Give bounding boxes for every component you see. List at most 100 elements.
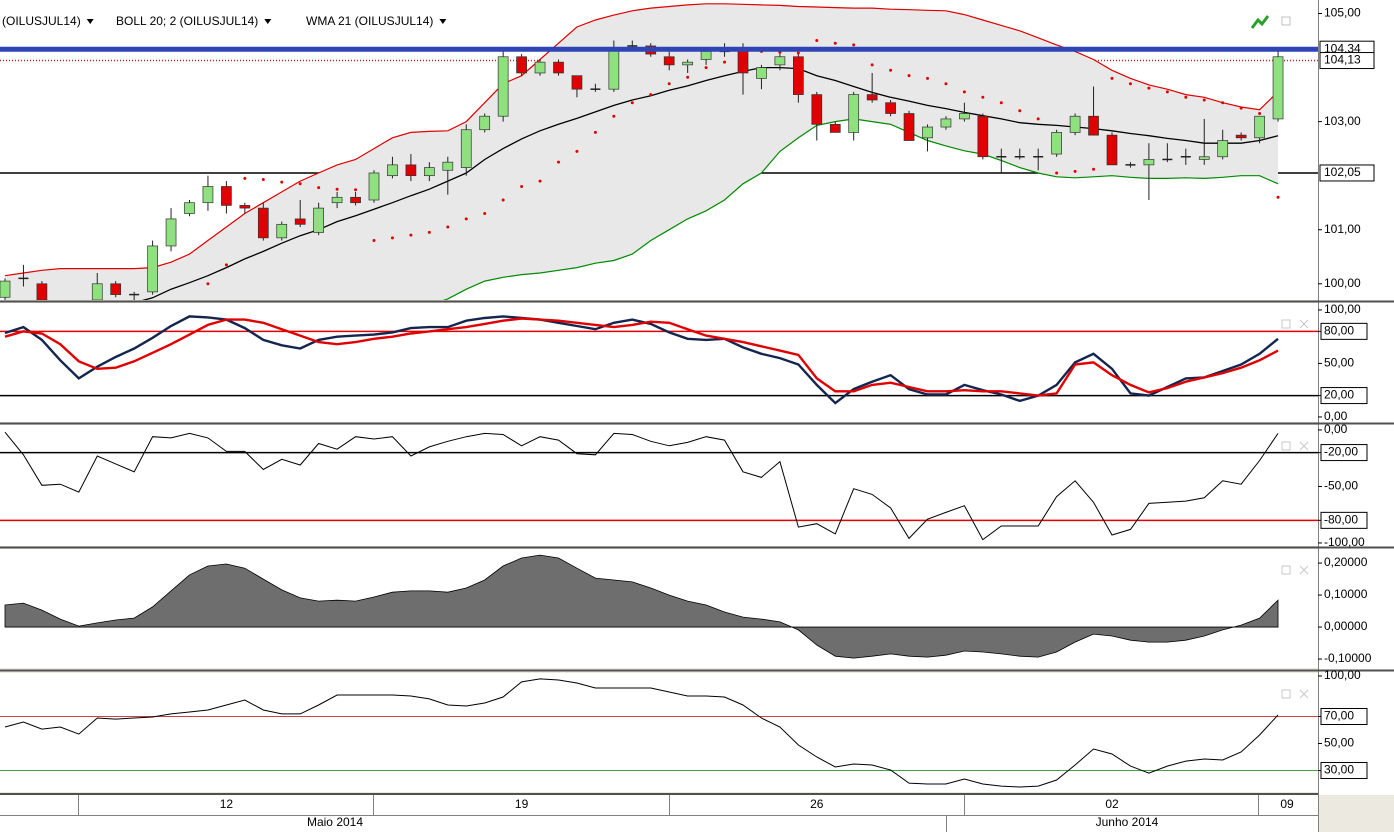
sar-dot bbox=[723, 60, 727, 64]
tick-label-box bbox=[1320, 322, 1368, 340]
sar-dot bbox=[907, 74, 911, 78]
y-tick-label: 100,00 bbox=[1324, 668, 1361, 682]
candle-body bbox=[1106, 134, 1118, 166]
value-axis: 100,00 70,00 50,00 30,00 bbox=[1318, 668, 1368, 780]
panel-close bbox=[1299, 441, 1309, 451]
candle-body bbox=[1143, 159, 1155, 166]
candle-body bbox=[331, 196, 343, 204]
candle-body bbox=[903, 113, 915, 141]
level-label: 102,05 bbox=[1324, 165, 1361, 179]
candle-body bbox=[1069, 115, 1081, 133]
sar-dot bbox=[224, 263, 228, 267]
candle-body bbox=[368, 172, 380, 201]
y-tick-label: -20,00 bbox=[1324, 445, 1358, 459]
candle-body bbox=[811, 94, 823, 125]
candle-body bbox=[774, 56, 786, 66]
sar-dot bbox=[593, 130, 597, 134]
panel-plot bbox=[0, 431, 1318, 541]
candle-body bbox=[460, 129, 472, 168]
sar-dot bbox=[464, 217, 468, 221]
williams-panel bbox=[0, 425, 1318, 546]
candle-body bbox=[1272, 56, 1284, 120]
sar-dot bbox=[704, 66, 708, 70]
sar-dot bbox=[1073, 169, 1077, 173]
y-tick-label: 0,00 bbox=[1324, 409, 1348, 423]
candle-body bbox=[682, 61, 694, 66]
y-tick-label: -100,00 bbox=[1324, 535, 1365, 549]
sar-dot bbox=[1128, 82, 1132, 86]
x-tick-label: 09 bbox=[1280, 797, 1294, 811]
candle-body bbox=[829, 123, 841, 133]
sar-dot bbox=[501, 198, 505, 202]
y-tick-label: 20,00 bbox=[1324, 388, 1354, 402]
sar-dot bbox=[1055, 171, 1059, 175]
y-tick-label: 0,00 bbox=[1324, 422, 1348, 436]
sar-dot bbox=[1092, 167, 1096, 171]
panel-plot bbox=[0, 678, 1318, 788]
legend-entry: WMA 21 (OILUSJUL14) bbox=[306, 14, 433, 28]
candle-body bbox=[792, 56, 804, 95]
candle-body bbox=[700, 51, 712, 60]
x-tick-label: 26 bbox=[810, 797, 824, 811]
panel-button bbox=[1281, 689, 1291, 699]
level-label-box bbox=[1319, 164, 1375, 182]
candle-body bbox=[1254, 115, 1265, 139]
sar-dot bbox=[889, 68, 893, 72]
candle-body bbox=[165, 218, 177, 247]
tick-label-box bbox=[1320, 387, 1368, 405]
indicator-line bbox=[4, 315, 1279, 405]
sar-dot bbox=[354, 188, 358, 192]
sar-dot bbox=[1239, 106, 1243, 110]
sar-dot bbox=[1147, 86, 1151, 90]
panel-button bbox=[1281, 441, 1291, 451]
y-tick-label: 0,00000 bbox=[1324, 619, 1368, 633]
candle-body bbox=[571, 75, 583, 90]
value-axis: 0,20000 0,10000 0,00000 -0,10000 bbox=[1318, 555, 1372, 665]
month-label: Maio 2014 bbox=[307, 815, 363, 829]
sar-dot bbox=[1165, 90, 1169, 94]
candle-body bbox=[257, 207, 269, 239]
sar-dot bbox=[446, 225, 450, 229]
panel-close bbox=[1299, 319, 1309, 329]
candle-body bbox=[1051, 132, 1063, 155]
panel-plot bbox=[0, 315, 1318, 405]
candle-body bbox=[1088, 115, 1099, 136]
x-tick-label: 02 bbox=[1105, 797, 1119, 811]
sar-dot bbox=[520, 184, 524, 188]
y-tick-label: 0,10000 bbox=[1324, 587, 1368, 601]
candle-body bbox=[239, 205, 251, 209]
dropdown-arrow bbox=[86, 19, 94, 24]
y-tick-label: -0,10000 bbox=[1324, 651, 1372, 665]
sar-dot bbox=[926, 76, 929, 80]
y-tick-label: 0,20000 bbox=[1324, 555, 1368, 569]
oscillator-area bbox=[4, 554, 1279, 659]
sar-dot bbox=[335, 187, 339, 191]
sar-dot bbox=[630, 101, 634, 105]
sar-dot bbox=[317, 186, 321, 190]
sar-dot bbox=[1018, 109, 1022, 113]
panel-button bbox=[1281, 565, 1291, 575]
sar-dot bbox=[870, 63, 874, 67]
indicator-line bbox=[4, 317, 1279, 397]
y-tick-label: -80,00 bbox=[1324, 513, 1358, 527]
candle-body bbox=[294, 218, 306, 225]
sar-dot bbox=[852, 43, 856, 47]
candle-body bbox=[405, 164, 417, 177]
candle-body bbox=[110, 283, 122, 295]
sar-dot bbox=[261, 177, 265, 181]
wma-line bbox=[141, 66, 1279, 300]
y-tick-label: 100,00 bbox=[1324, 276, 1361, 290]
candle-body bbox=[442, 161, 454, 171]
legend-entry: BOLL 20; 2 (OILUSJUL14) bbox=[116, 14, 258, 28]
band-lower bbox=[442, 118, 1279, 300]
sar-dot bbox=[796, 51, 800, 55]
y-tick-label: 101,00 bbox=[1324, 222, 1361, 236]
panel-button[interactable] bbox=[1281, 16, 1291, 26]
y-tick-label: 103,00 bbox=[1324, 114, 1361, 128]
sar-dot bbox=[667, 82, 671, 86]
dropdown-arrow bbox=[439, 19, 447, 24]
sar-dot bbox=[999, 101, 1003, 105]
